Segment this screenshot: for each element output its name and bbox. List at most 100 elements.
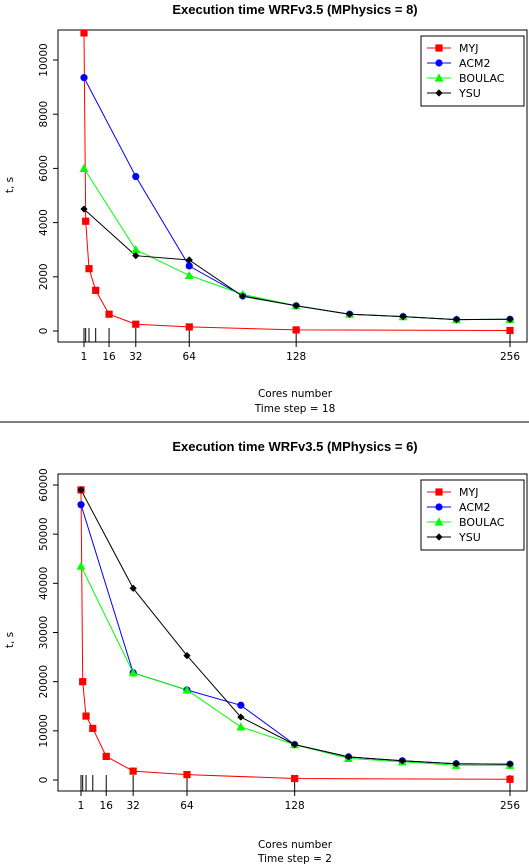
x-axis-label: Cores number <box>258 839 333 851</box>
data-point-ysu <box>185 256 193 264</box>
y-tick-label: 30000 <box>38 616 50 649</box>
legend-marker-ysu <box>435 533 443 541</box>
legend-label-boulac: BOULAC <box>459 72 505 85</box>
data-point-ysu <box>129 584 137 592</box>
legend-marker-boulac <box>434 73 444 82</box>
data-point-boulac <box>79 163 89 172</box>
data-point-ysu <box>239 292 247 300</box>
x-tick-label: 64 <box>180 800 194 812</box>
x-tick-label: 16 <box>100 800 114 812</box>
legend-label-acm2: ACM2 <box>459 57 491 70</box>
legend-label-boulac: BOULAC <box>459 516 505 529</box>
legend-label-myj: MYJ <box>459 486 478 499</box>
data-point-myj <box>80 29 88 37</box>
y-tick-label: 20000 <box>38 665 50 698</box>
data-point-acm2 <box>237 701 245 709</box>
y-axis-label: t, s <box>4 632 16 648</box>
data-point-myj <box>185 323 193 331</box>
y-tick-label: 0 <box>38 777 50 784</box>
data-point-myj <box>92 286 100 294</box>
data-point-myj <box>89 724 97 732</box>
data-point-boulac <box>184 270 194 280</box>
chart-subtitle: Time step = 2 <box>257 853 332 865</box>
data-point-ysu <box>506 760 514 768</box>
legend-label-acm2: ACM2 <box>459 501 491 514</box>
y-tick-label: 50000 <box>38 517 50 550</box>
data-point-boulac <box>76 561 86 570</box>
data-point-acm2 <box>77 501 85 509</box>
data-point-myj <box>132 320 140 328</box>
data-point-ysu <box>183 652 191 660</box>
x-tick-label: 256 <box>500 800 520 812</box>
data-point-myj <box>82 712 90 720</box>
y-tick-label: 10000 <box>38 714 50 747</box>
legend-marker-boulac <box>434 517 444 526</box>
data-point-myj <box>102 752 110 760</box>
data-point-myj <box>291 774 299 783</box>
data-point-boulac <box>128 668 138 677</box>
legend-marker-myj <box>435 488 443 496</box>
chart-mphysics-6: Execution time WRFv3.5 (MPhysics = 6) Co… <box>4 439 528 865</box>
x-tick-label: 32 <box>126 800 139 812</box>
data-point-myj <box>183 770 191 779</box>
legend-label-ysu: YSU <box>458 87 481 100</box>
data-point-ysu <box>506 315 514 323</box>
data-point-ysu <box>346 310 354 318</box>
legend-marker-ysu <box>435 89 443 97</box>
data-point-myj <box>82 217 90 225</box>
y-tick-label: 2000 <box>38 263 50 290</box>
x-tick-label: 128 <box>285 800 305 812</box>
y-tick-label: 60000 <box>38 468 50 501</box>
data-point-myj <box>506 775 514 783</box>
data-point-myj <box>129 767 137 775</box>
data-point-ysu <box>452 760 460 768</box>
chart-subtitle: Time step = 18 <box>254 403 336 415</box>
series-line-boulac <box>83 168 511 321</box>
data-point-boulac <box>182 685 192 694</box>
data-point-ysu <box>80 205 88 213</box>
legend-marker-acm2 <box>435 503 443 511</box>
data-point-ysu <box>237 713 245 721</box>
data-point-ysu <box>132 252 140 260</box>
data-point-ysu <box>398 757 406 765</box>
data-point-myj <box>506 326 514 335</box>
data-point-ysu <box>77 486 85 494</box>
series-line-boulac <box>80 565 510 766</box>
y-tick-label: 0 <box>38 328 50 335</box>
x-tick-label: 16 <box>102 351 116 363</box>
data-point-ysu <box>452 316 461 324</box>
y-axis-label: t, s <box>4 177 16 193</box>
data-point-acm2 <box>132 172 140 181</box>
data-point-boulac <box>236 722 246 731</box>
y-tick-label: 6000 <box>38 155 50 182</box>
y-tick-label: 10000 <box>38 43 50 76</box>
y-tick-label: 8000 <box>38 101 50 128</box>
data-point-myj <box>105 310 113 318</box>
y-tick-label: 40000 <box>38 567 50 600</box>
data-point-myj <box>85 265 93 273</box>
x-tick-label: 256 <box>500 351 520 363</box>
data-point-ysu <box>292 302 300 310</box>
data-point-ysu <box>399 313 407 321</box>
legend-label-ysu: YSU <box>458 531 481 544</box>
x-tick-label: 32 <box>129 351 142 363</box>
plot-frame <box>57 29 528 343</box>
legend-marker-myj <box>435 44 443 52</box>
series-line-acm2 <box>83 77 511 321</box>
x-tick-label: 1 <box>81 351 88 363</box>
data-point-boulac <box>131 245 141 254</box>
data-point-ysu <box>344 753 353 761</box>
data-point-acm2 <box>185 262 193 270</box>
legend-marker-acm2 <box>435 59 443 67</box>
y-tick-label: 4000 <box>38 209 50 236</box>
x-axis-label: Cores number <box>258 388 333 400</box>
chart-title: Execution time WRFv3.5 (MPhysics = 8) <box>172 2 417 17</box>
x-tick-label: 128 <box>286 351 306 363</box>
legend-label-myj: MYJ <box>459 42 478 55</box>
chart-title: Execution time WRFv3.5 (MPhysics = 6) <box>172 439 417 454</box>
x-tick-label: 64 <box>183 351 197 363</box>
chart-mphysics-8: Execution time WRFv3.5 (MPhysics = 8) Co… <box>4 2 528 415</box>
data-point-myj <box>79 678 87 686</box>
x-tick-label: 1 <box>78 800 85 812</box>
